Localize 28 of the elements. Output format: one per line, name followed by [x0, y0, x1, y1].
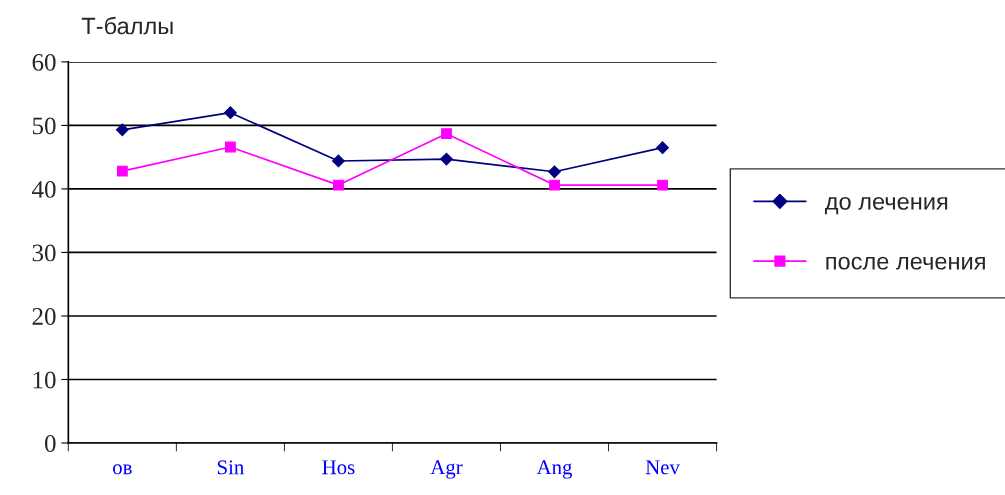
point — [440, 152, 453, 166]
y-tick-label: 20 — [32, 308, 56, 325]
x-tick-label: Hos — [322, 460, 355, 475]
point — [549, 179, 560, 191]
y-tick-label: 0 — [44, 435, 56, 452]
legend-label: до лечения — [824, 196, 948, 215]
y-tick-label: 30 — [32, 244, 56, 262]
y-tick-label: 50 — [32, 117, 56, 135]
point — [115, 123, 129, 137]
point — [225, 141, 236, 153]
x-tick-label: Sin — [217, 460, 244, 475]
point — [332, 154, 345, 168]
point — [333, 179, 344, 191]
point — [657, 179, 668, 191]
x-tick-label: Nev — [645, 460, 680, 475]
y-axis-title: Т-баллы — [81, 16, 173, 35]
legend-label: после лечения — [826, 256, 985, 270]
y-tick-label: 40 — [32, 180, 56, 198]
y-tick-label: 60 — [32, 53, 56, 71]
point — [223, 106, 237, 120]
x-tick-label: Ang — [536, 460, 573, 479]
point — [441, 128, 452, 140]
x-tick-label: ов — [113, 464, 132, 475]
point — [656, 141, 669, 155]
x-tick-label: Agr — [430, 460, 463, 479]
y-tick-label: 10 — [33, 371, 56, 389]
point — [116, 165, 128, 177]
point — [548, 165, 561, 179]
